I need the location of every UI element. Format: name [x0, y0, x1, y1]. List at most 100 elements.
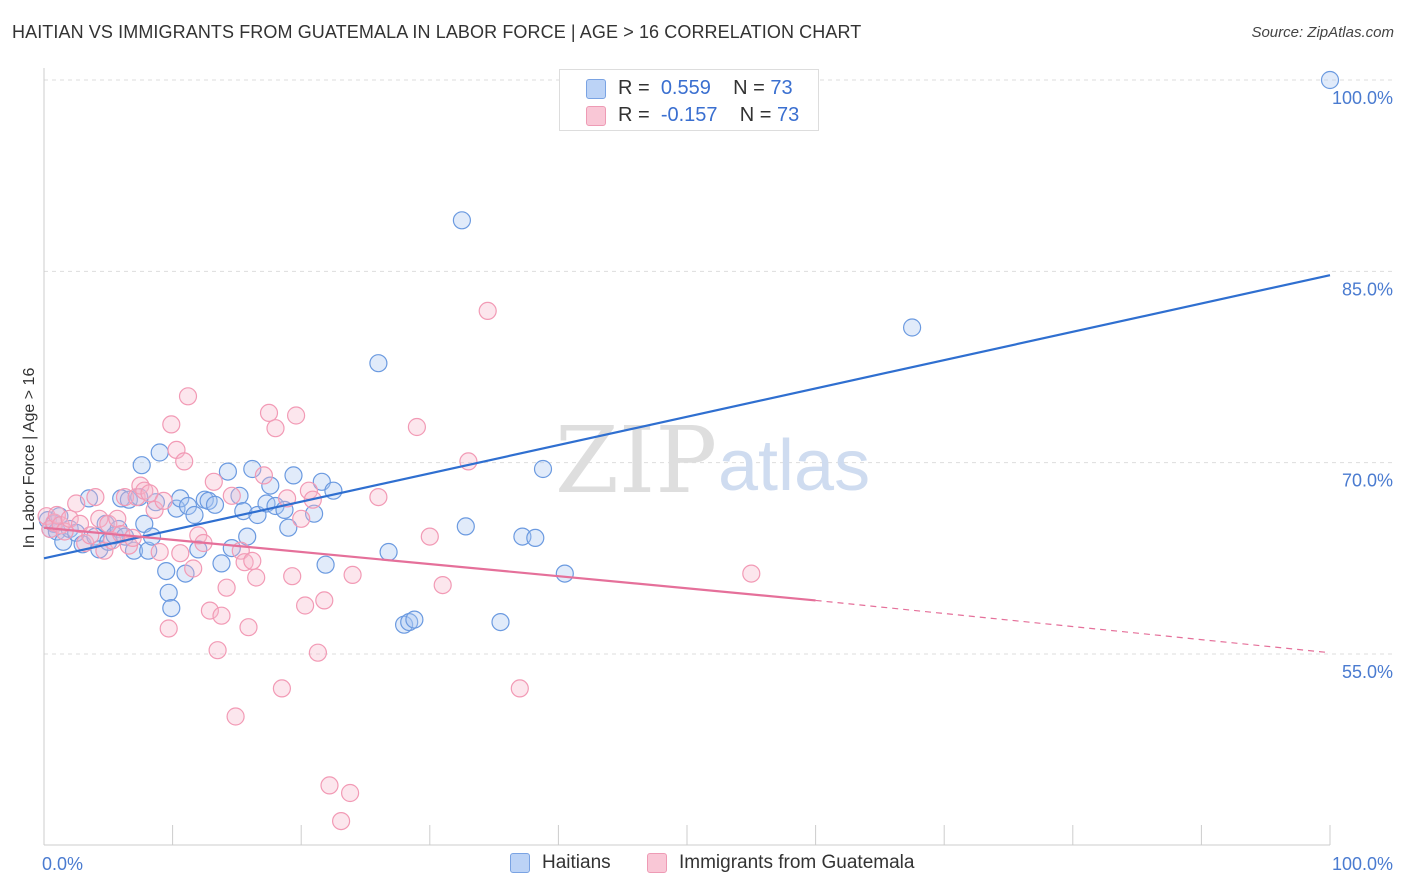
- y-axis-label: In Labor Force | Age > 16: [21, 368, 38, 549]
- guatemala-point: [341, 783, 360, 803]
- guatemala-point: [292, 509, 311, 528]
- haitian-point: [405, 610, 424, 629]
- haitian-point: [491, 612, 510, 632]
- guatemala-point: [510, 679, 529, 698]
- axis-layer: [43, 68, 1331, 846]
- guatemala-point: [296, 596, 315, 615]
- guatemala-point: [81, 526, 100, 545]
- legend-n-label: N =: [733, 77, 765, 99]
- haitian-trend-line: [43, 274, 1331, 560]
- guatemala-point: [212, 606, 231, 625]
- legend-label-guatemala: Immigrants from Guatemala: [679, 852, 915, 873]
- legend-r-label: R =: [618, 104, 650, 126]
- haitian-point: [555, 564, 574, 583]
- haitian-point: [157, 561, 176, 581]
- guatemala-point: [478, 301, 497, 320]
- x-tick-label: 0.0%: [42, 854, 83, 874]
- haitian-point: [150, 443, 169, 462]
- legend-n-value: 73: [777, 104, 800, 126]
- guatemala-point: [178, 387, 198, 406]
- haitian-point: [902, 318, 922, 337]
- guatemala-point: [171, 544, 190, 563]
- guatemala-point: [247, 568, 266, 587]
- haitian-point: [261, 476, 280, 495]
- guatemala-point: [239, 618, 258, 637]
- guatemala-point: [343, 565, 362, 585]
- haitian-point: [369, 354, 388, 373]
- guatemala-point: [226, 707, 245, 726]
- y-tick-label: 70.0%: [1342, 471, 1393, 491]
- guatemala-point: [162, 415, 181, 434]
- legend-swatch-guatemala: [647, 853, 667, 873]
- guatemala-point: [254, 466, 273, 485]
- legend-n-label: N =: [739, 104, 772, 126]
- haitian-point: [284, 466, 303, 485]
- legend-label-haitians: Haitians: [542, 852, 611, 873]
- haitian-point: [218, 462, 237, 481]
- guatemala-point: [420, 527, 439, 546]
- legend-r-value: -0.157: [660, 104, 718, 126]
- haitian-point: [162, 598, 181, 618]
- watermark: ZIP atlas: [555, 407, 870, 514]
- guatemala-point: [235, 553, 254, 572]
- haitian-point: [243, 459, 262, 479]
- y-tick-label: 85.0%: [1342, 279, 1393, 299]
- points-layer: [37, 70, 1340, 831]
- tick-layer: 100.0% 85.0% 70.0% 55.0% 0.0% 100.0%: [42, 88, 1393, 874]
- haitian-point: [279, 518, 298, 537]
- guatemala-point: [369, 488, 388, 507]
- haitian-point: [139, 541, 158, 560]
- guatemala-point: [243, 551, 262, 571]
- haitian-point: [159, 583, 178, 602]
- legend-r-value: 0.559: [660, 77, 711, 99]
- haitian-point: [316, 555, 335, 574]
- haitian-point: [212, 554, 231, 573]
- guatemala-point: [150, 542, 169, 562]
- guatemala-point: [86, 488, 105, 507]
- haitian-point: [1320, 70, 1340, 90]
- haitian-point: [205, 495, 225, 514]
- guatemala-point: [90, 509, 109, 528]
- guatemala-point: [140, 484, 159, 503]
- guatemala-point: [184, 559, 203, 578]
- guatemala-point: [175, 452, 194, 471]
- guatemala-point: [266, 419, 285, 438]
- guatemala-point: [70, 514, 90, 534]
- watermark-zip: ZIP: [555, 407, 717, 514]
- haitian-point: [379, 542, 398, 562]
- guatemala-point: [320, 776, 339, 795]
- haitian-point: [146, 493, 165, 512]
- haitian-point: [395, 615, 414, 634]
- x-tick-label: 100.0%: [1332, 854, 1393, 874]
- guatemala-point: [407, 417, 426, 437]
- haitian-point: [178, 496, 198, 516]
- guatemala-point: [159, 619, 178, 638]
- haitian-point: [513, 527, 532, 546]
- guatemala-point: [67, 494, 86, 513]
- guatemala-point: [154, 491, 173, 510]
- guatemala-point: [204, 472, 223, 491]
- guatemala-point: [315, 591, 334, 610]
- watermark-atlas: atlas: [718, 426, 870, 506]
- legend-swatch-haitians: [586, 79, 606, 99]
- guatemala-point: [308, 643, 327, 662]
- y-tick-label: 100.0%: [1332, 88, 1393, 108]
- guatemala-point: [287, 406, 306, 425]
- guatemala-point: [259, 403, 279, 422]
- haitian-point: [185, 505, 204, 525]
- y-tick-label: 55.0%: [1342, 662, 1393, 682]
- haitian-point: [533, 459, 553, 479]
- guatemala-trend-line: [43, 526, 816, 602]
- guatemala-point: [459, 452, 478, 471]
- guatemala-point: [222, 486, 241, 505]
- guatemala-point: [332, 811, 351, 831]
- haitian-point: [132, 456, 151, 475]
- legend-n-value: 73: [770, 77, 793, 99]
- legend-swatch-guatemala: [586, 106, 606, 126]
- haitian-point: [526, 528, 545, 548]
- guatemala-point: [60, 509, 79, 528]
- trend-layer: [43, 274, 1331, 654]
- guatemala-point: [742, 564, 761, 583]
- correlation-legend: R = 0.559 N = 73 R = -0.157 N = 73: [559, 69, 819, 131]
